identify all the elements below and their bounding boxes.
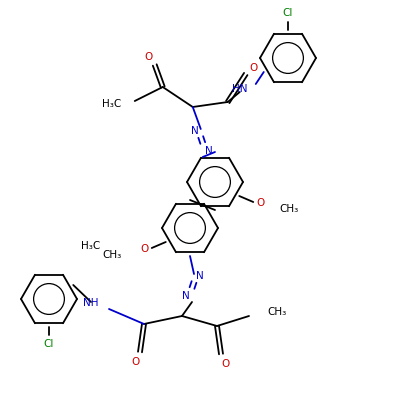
- Text: O: O: [222, 359, 230, 369]
- Text: N: N: [191, 126, 199, 136]
- Text: O: O: [141, 244, 149, 254]
- Text: Cl: Cl: [44, 339, 54, 349]
- Text: NH: NH: [84, 298, 99, 308]
- Text: O: O: [145, 52, 153, 62]
- Text: O: O: [131, 357, 139, 367]
- Text: HN: HN: [232, 84, 248, 94]
- Text: CH₃: CH₃: [102, 250, 122, 260]
- Text: O: O: [256, 198, 264, 208]
- Text: CH₃: CH₃: [279, 204, 298, 214]
- Text: O: O: [250, 63, 258, 73]
- Text: N: N: [196, 271, 204, 281]
- Text: CH₃: CH₃: [267, 307, 286, 317]
- Text: H₃C: H₃C: [102, 99, 121, 109]
- Text: Cl: Cl: [283, 8, 293, 18]
- Text: H₃C: H₃C: [80, 241, 100, 251]
- Text: N: N: [182, 291, 190, 301]
- Text: N: N: [205, 146, 213, 156]
